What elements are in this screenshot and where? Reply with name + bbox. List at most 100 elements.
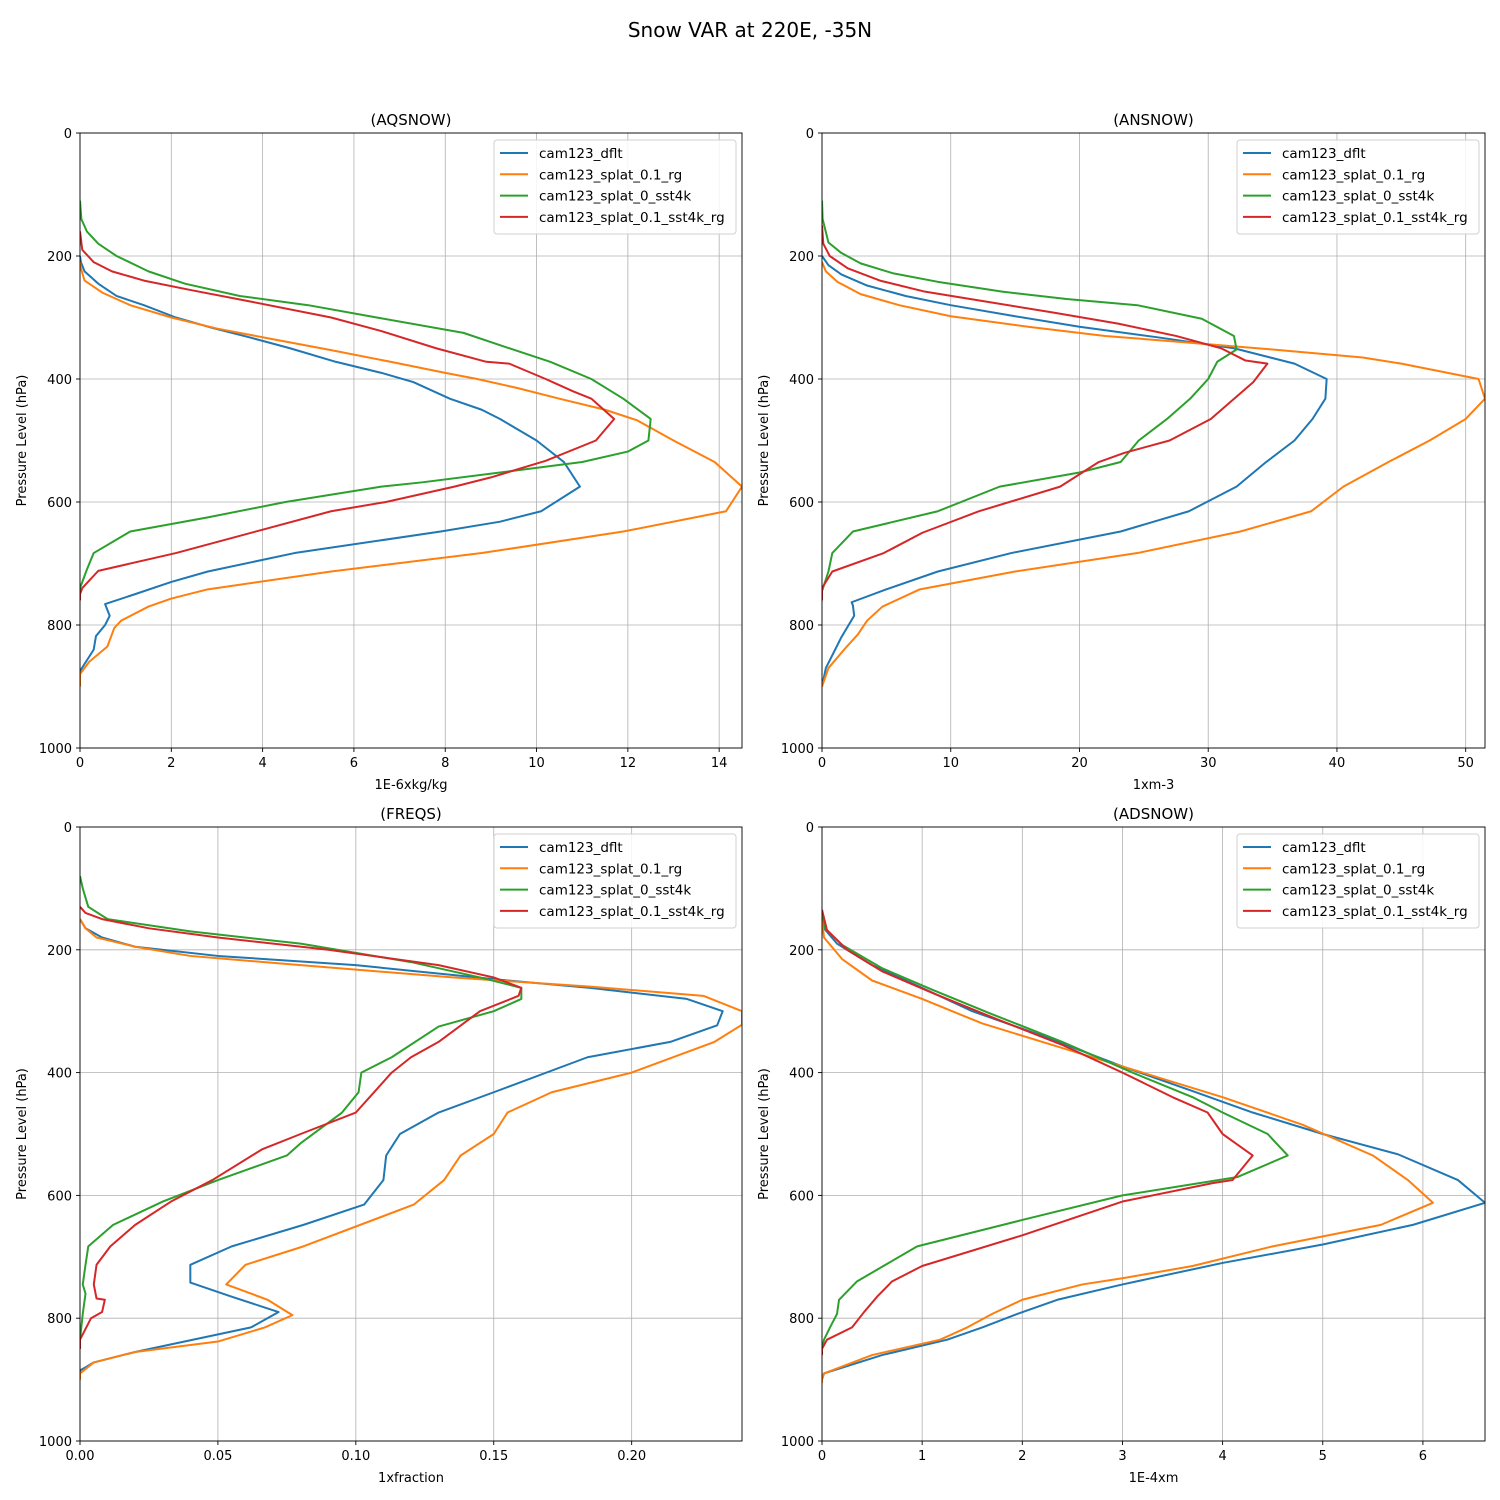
y-tick-label: 1000 — [781, 742, 814, 757]
plot-frame — [821, 132, 1486, 749]
legend: cam123_dflt cam123_splat_0.1_rg cam123_spl… — [493, 833, 737, 929]
x-tick-label: 10 — [942, 756, 959, 771]
x-tick-label: 40 — [1329, 756, 1346, 771]
x-tick-label: 0 — [818, 756, 826, 771]
legend-entry: cam123_dflt — [539, 840, 623, 856]
x-tick-label: 0 — [76, 756, 84, 771]
series-line-cam123_dflt — [80, 918, 724, 1380]
y-tick-label: 0 — [64, 821, 72, 836]
x-tick-label: 3 — [1118, 1449, 1126, 1464]
x-tick-label: 0.05 — [203, 1449, 232, 1464]
legend-entry: cam123_splat_0.1_rg — [1282, 861, 1425, 877]
x-tick-label: 5 — [1319, 1449, 1327, 1464]
y-axis-label: Pressure Level (hPa) — [15, 375, 30, 507]
y-tick-label: 400 — [789, 373, 814, 388]
x-tick-label: 0.15 — [479, 1449, 508, 1464]
legend-box — [1236, 139, 1480, 235]
y-tick-label: 1000 — [781, 1435, 814, 1450]
x-tick-label: 4 — [1218, 1449, 1226, 1464]
x-axis-label: 1E-6xkg/kg — [374, 778, 447, 793]
y-tick-label: 800 — [789, 619, 814, 634]
x-tick-label: 10 — [528, 756, 545, 771]
figure-title: Snow VAR at 220E, -35N — [628, 18, 872, 42]
y-tick-label: 0 — [806, 821, 814, 836]
y-tick-label: 0 — [64, 127, 72, 142]
legend-box — [493, 833, 737, 929]
plot-frame — [79, 826, 743, 1442]
x-tick-label: 4 — [258, 756, 266, 771]
y-tick-label: 200 — [789, 250, 814, 265]
x-tick-label: 6 — [350, 756, 358, 771]
legend-entry: cam123_splat_0.1_rg — [1282, 167, 1425, 183]
legend-entry: cam123_splat_0_sst4k — [539, 883, 691, 899]
legend-entry: cam123_splat_0.1_sst4k_rg — [539, 210, 725, 226]
x-axis-label: 1E-4xm — [1129, 1471, 1179, 1486]
x-tick-label: 20 — [1071, 756, 1088, 771]
legend-entry: cam123_dflt — [1282, 840, 1366, 856]
series-line-cam123_dflt — [822, 255, 1328, 687]
x-tick-label: 50 — [1457, 756, 1474, 771]
x-axis-label: 1xfraction — [378, 1471, 444, 1486]
legend-entry: cam123_splat_0.1_sst4k_rg — [539, 904, 725, 920]
chart-panel-0: 0 2 4 6 8 10 12 14 0 200 400 600 800 1000 (AQSNOW) 1E-6… — [15, 111, 743, 793]
panel-title: (AQSNOW) — [371, 111, 452, 129]
x-tick-label: 0 — [818, 1449, 826, 1464]
plot-frame — [79, 132, 743, 749]
plot-frame — [821, 826, 1486, 1442]
series-line-cam123_splat_0.1_rg — [822, 918, 1434, 1383]
legend: cam123_dflt cam123_splat_0.1_rg cam123_spl… — [1236, 139, 1480, 235]
y-tick-label: 400 — [47, 373, 72, 388]
legend: cam123_dflt cam123_splat_0.1_rg cam123_spl… — [493, 139, 737, 235]
panel-title: (ADSNOW) — [1113, 805, 1194, 823]
panel-title: (FREQS) — [380, 805, 442, 823]
legend-entry: cam123_splat_0_sst4k — [1282, 189, 1434, 205]
y-tick-label: 800 — [789, 1312, 814, 1327]
y-tick-label: 1000 — [39, 1435, 72, 1450]
chart-panel-3: 0 1 2 3 4 5 6 0 200 400 600 800 1000 (ADSNOW) 1E-4xm Pr… — [757, 805, 1486, 1486]
y-tick-label: 400 — [789, 1067, 814, 1082]
y-tick-label: 200 — [47, 944, 72, 959]
x-tick-label: 0.00 — [66, 1449, 95, 1464]
series-line-cam123_splat_0.1_sst4k_rg — [822, 909, 1254, 1356]
x-tick-label: 30 — [1200, 756, 1217, 771]
legend-entry: cam123_splat_0.1_sst4k_rg — [1282, 904, 1468, 920]
series-line-cam123_splat_0.1_sst4k_rg — [822, 225, 1269, 601]
series-line-cam123_splat_0.1_rg — [80, 262, 742, 687]
y-tick-label: 200 — [789, 944, 814, 959]
series-line-cam123_splat_0.1_sst4k_rg — [80, 231, 616, 601]
series-line-cam123_splat_0_sst4k — [822, 200, 1238, 601]
y-tick-label: 1000 — [39, 742, 72, 757]
legend-entry: cam123_dflt — [539, 146, 623, 162]
x-axis-label: 1xm-3 — [1133, 778, 1175, 793]
legend-entry: cam123_splat_0.1_rg — [539, 861, 682, 877]
x-tick-label: 1 — [918, 1449, 926, 1464]
y-tick-label: 800 — [47, 1312, 72, 1327]
legend-entry: cam123_splat_0_sst4k — [539, 189, 691, 205]
x-tick-label: 0.20 — [617, 1449, 646, 1464]
y-axis-label: Pressure Level (hPa) — [757, 1068, 772, 1200]
series-line-cam123_splat_0.1_sst4k_rg — [80, 906, 523, 1349]
y-axis-label: Pressure Level (hPa) — [757, 375, 772, 507]
x-tick-label: 12 — [620, 756, 637, 771]
series-line-cam123_splat_0.1_rg — [80, 918, 742, 1380]
chart-panel-2: 0.00 0.05 0.10 0.15 0.20 0 200 400 600 800 1000 (FR… — [15, 805, 743, 1486]
panel-title: (ANSNOW) — [1113, 111, 1194, 129]
y-tick-label: 200 — [47, 250, 72, 265]
x-tick-label: 2 — [1018, 1449, 1026, 1464]
y-tick-label: 800 — [47, 619, 72, 634]
legend-entry: cam123_splat_0.1_rg — [539, 167, 682, 183]
chart-panel-1: 0 10 20 30 40 50 0 200 400 600 800 1000 (ANSNOW) 1xm-… — [757, 111, 1486, 793]
y-axis-label: Pressure Level (hPa) — [15, 1068, 30, 1200]
y-tick-label: 600 — [789, 1189, 814, 1204]
series-line-cam123_dflt — [80, 255, 581, 687]
x-tick-label: 8 — [441, 756, 449, 771]
y-tick-label: 600 — [789, 496, 814, 511]
legend-entry: cam123_dflt — [1282, 146, 1366, 162]
x-tick-label: 2 — [167, 756, 175, 771]
y-tick-label: 600 — [47, 496, 72, 511]
series-line-cam123_splat_0_sst4k — [80, 875, 523, 1349]
series-line-cam123_splat_0.1_rg — [822, 261, 1485, 687]
y-tick-label: 0 — [806, 127, 814, 142]
x-tick-label: 14 — [711, 756, 728, 771]
